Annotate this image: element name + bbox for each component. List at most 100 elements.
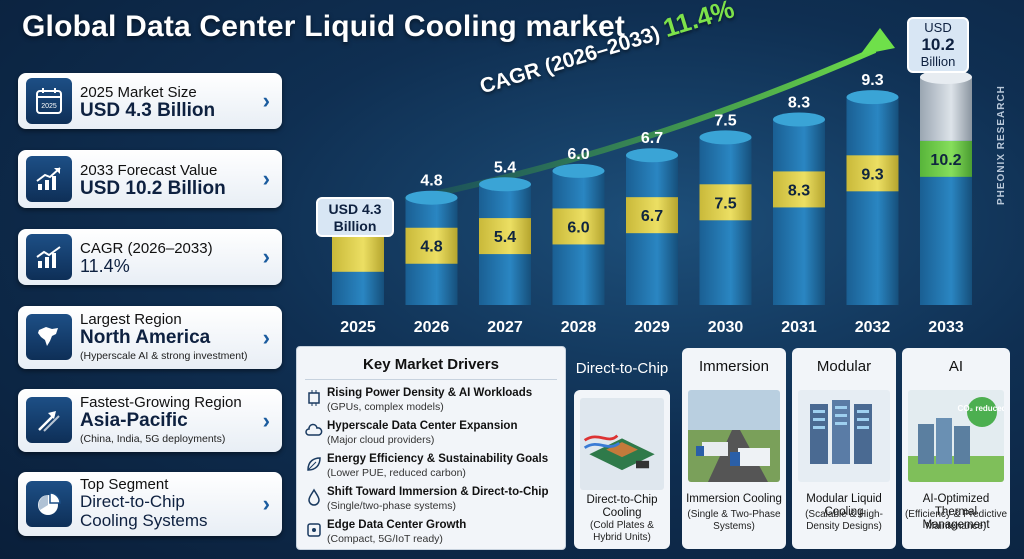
truck-highway-illustration (688, 390, 780, 482)
bar-2033: 10.2 2033 (920, 70, 972, 336)
kpi-card-forecast[interactable]: 2033 Forecast Value USD 10.2 Billion › (18, 150, 282, 208)
bar-body (773, 119, 825, 306)
bar-top (773, 112, 825, 127)
x-tick-label: 2025 (340, 319, 376, 336)
segment-subcaption: (Single & Two-Phase Systems) (687, 509, 781, 532)
kpi-card-top-segment[interactable]: Top Segment Direct-to-Chip Cooling Syste… (18, 472, 282, 536)
bar-band-label: 5.4 (494, 229, 516, 246)
bar-top (552, 163, 605, 178)
driver-item: Rising Power Density & AI Workloads (GPU… (305, 387, 561, 419)
chevron-right-icon[interactable]: › (262, 324, 270, 350)
kpi-note: (Hyperscale AI & strong investment) (80, 349, 248, 362)
bar-top-label: 8.3 (788, 94, 810, 111)
bar-top-label: 9.3 (861, 72, 883, 89)
green-datacenter-illustration: CO₂ reduced (908, 390, 1004, 482)
bar-band-label: 7.5 (714, 195, 736, 212)
bar-band-label: 6.0 (567, 219, 589, 236)
driver-item: Shift Toward Immersion & Direct-to-Chip … (305, 486, 561, 518)
bar-cap (920, 77, 972, 141)
growth-arrow (404, 28, 895, 203)
segment-immersion[interactable]: Immersion Immersion Cooling (Single & Tw… (682, 348, 786, 549)
segment-title: Immersion (698, 358, 769, 375)
segment-title: Modular (816, 358, 872, 375)
kpi-note: (China, India, 5G deployments) (80, 432, 226, 445)
pie-chart-icon (26, 481, 72, 527)
driver-subtitle: (Single/two-phase systems) (327, 500, 456, 512)
driver-item: Edge Data Center Growth (Compact, 5G/IoT… (305, 519, 561, 551)
driver-subtitle: (Major cloud providers) (327, 434, 435, 446)
kpi-value: Direct-to-Chip (80, 492, 185, 511)
chevron-right-icon[interactable]: › (262, 166, 270, 191)
bar-2032: 9.3 9.3 2032 (846, 72, 899, 336)
kpi-card-largest-region[interactable]: Largest Region North America (Hyperscale… (18, 306, 282, 369)
chevron-right-icon[interactable]: › (262, 407, 270, 433)
kpi-card-cagr[interactable]: CAGR (2026–2033) 11.4% › (18, 229, 282, 285)
driver-title: Edge Data Center Growth (327, 519, 467, 531)
x-tick-label: 2029 (634, 319, 670, 336)
map-icon (26, 314, 72, 360)
chevron-right-icon[interactable]: › (262, 244, 270, 269)
chevron-right-icon[interactable]: › (262, 88, 270, 113)
segment-caption: Immersion Cooling (686, 493, 782, 505)
kpi-card-market-size[interactable]: 2025 2025 Market Size USD 4.3 Billion › (18, 73, 282, 129)
bar-top-label: 6.7 (641, 130, 663, 147)
kpi-label: 2033 Forecast Value (80, 162, 218, 179)
bar-band-label: 10.2 (930, 152, 961, 169)
driver-subtitle: (GPUs, complex models) (327, 401, 444, 413)
segment-caption: Modular Liquid Cooling (806, 493, 882, 518)
kpi-label: 2025 Market Size (80, 84, 197, 101)
bar-top (626, 148, 678, 163)
x-tick-label: 2027 (487, 319, 523, 336)
bar-band-label: 4.8 (420, 239, 442, 256)
bar-band (846, 155, 899, 192)
callout-end-line1: USD (924, 20, 952, 35)
kpi-card-fastest-region[interactable]: Fastest-Growing Region Asia-Pacific (Chi… (18, 389, 282, 452)
bar-2029: 6.7 6.7 2029 (626, 130, 678, 336)
trend-chart-icon (26, 234, 72, 280)
driver-title: Energy Efficiency & Sustainability Goals (327, 453, 549, 465)
segment-modular[interactable]: Modular Modular Liquid Cooling (Scalable… (792, 348, 896, 549)
segment-ai[interactable]: AI CO₂ reduced AI-Optimized Thermal Mana… (902, 348, 1010, 549)
segment-caption: Direct-to-Chip Cooling (586, 494, 658, 519)
driver-title: Rising Power Density & AI Workloads (327, 387, 533, 399)
cloud-icon (305, 423, 323, 436)
kpi-value: USD 4.3 Billion (80, 100, 216, 121)
co2-badge-text: CO₂ reduced (958, 404, 1004, 413)
segment-title: AI (948, 358, 964, 375)
x-tick-label: 2028 (561, 319, 597, 336)
droplet-icon (308, 488, 320, 506)
growth-chart-icon (26, 156, 72, 202)
bar-band (552, 208, 605, 245)
drivers-heading: Key Market Drivers (305, 347, 557, 380)
cold-plate-illustration (580, 398, 664, 490)
segment-subcaption: (Cold Plates & Hybrid Units) (590, 520, 654, 543)
bar-band (479, 218, 531, 255)
bar-band-label: 9.3 (861, 166, 883, 183)
x-tick-label: 2026 (414, 319, 450, 336)
driver-item: Hyperscale Data Center Expansion (Major … (305, 420, 561, 452)
driver-title: Hyperscale Data Center Expansion (327, 420, 518, 432)
watermark: PHEONIX RESEARCH (996, 85, 1007, 205)
segment-direct-to-chip[interactable]: Direct-to-Chip Direct-to-Chip Cooling (C… (570, 348, 674, 549)
bar-body (846, 97, 899, 305)
kpi-value: Asia-Pacific (80, 410, 188, 431)
calendar-icon: 2025 (26, 78, 72, 124)
callout-start-line1: USD 4.3 (328, 201, 382, 217)
callout-start-line2: Billion (333, 218, 377, 234)
kpi-label: Fastest-Growing Region (80, 394, 242, 411)
bar-band (332, 235, 384, 272)
arrow-head (860, 28, 895, 55)
bar-2031: 8.3 8.3 2031 (773, 94, 825, 336)
bar-2026: 4.8 4.8 2026 (405, 173, 458, 336)
bar-band-label: 8.3 (788, 182, 810, 199)
calendar-icon-year: 2025 (41, 103, 57, 110)
bar-body (699, 137, 752, 305)
chip-icon (308, 390, 320, 406)
chevron-right-icon[interactable]: › (262, 491, 270, 516)
page-title: Global Data Center Liquid Cooling market (22, 10, 626, 43)
x-tick-label: 2031 (781, 319, 817, 336)
callout-start-value: USD 4.3 Billion (316, 197, 394, 237)
x-tick-label: 2033 (928, 319, 964, 336)
kpi-label: Top Segment (80, 476, 169, 493)
bar-2027: 5.4 5.4 2027 (479, 159, 531, 336)
